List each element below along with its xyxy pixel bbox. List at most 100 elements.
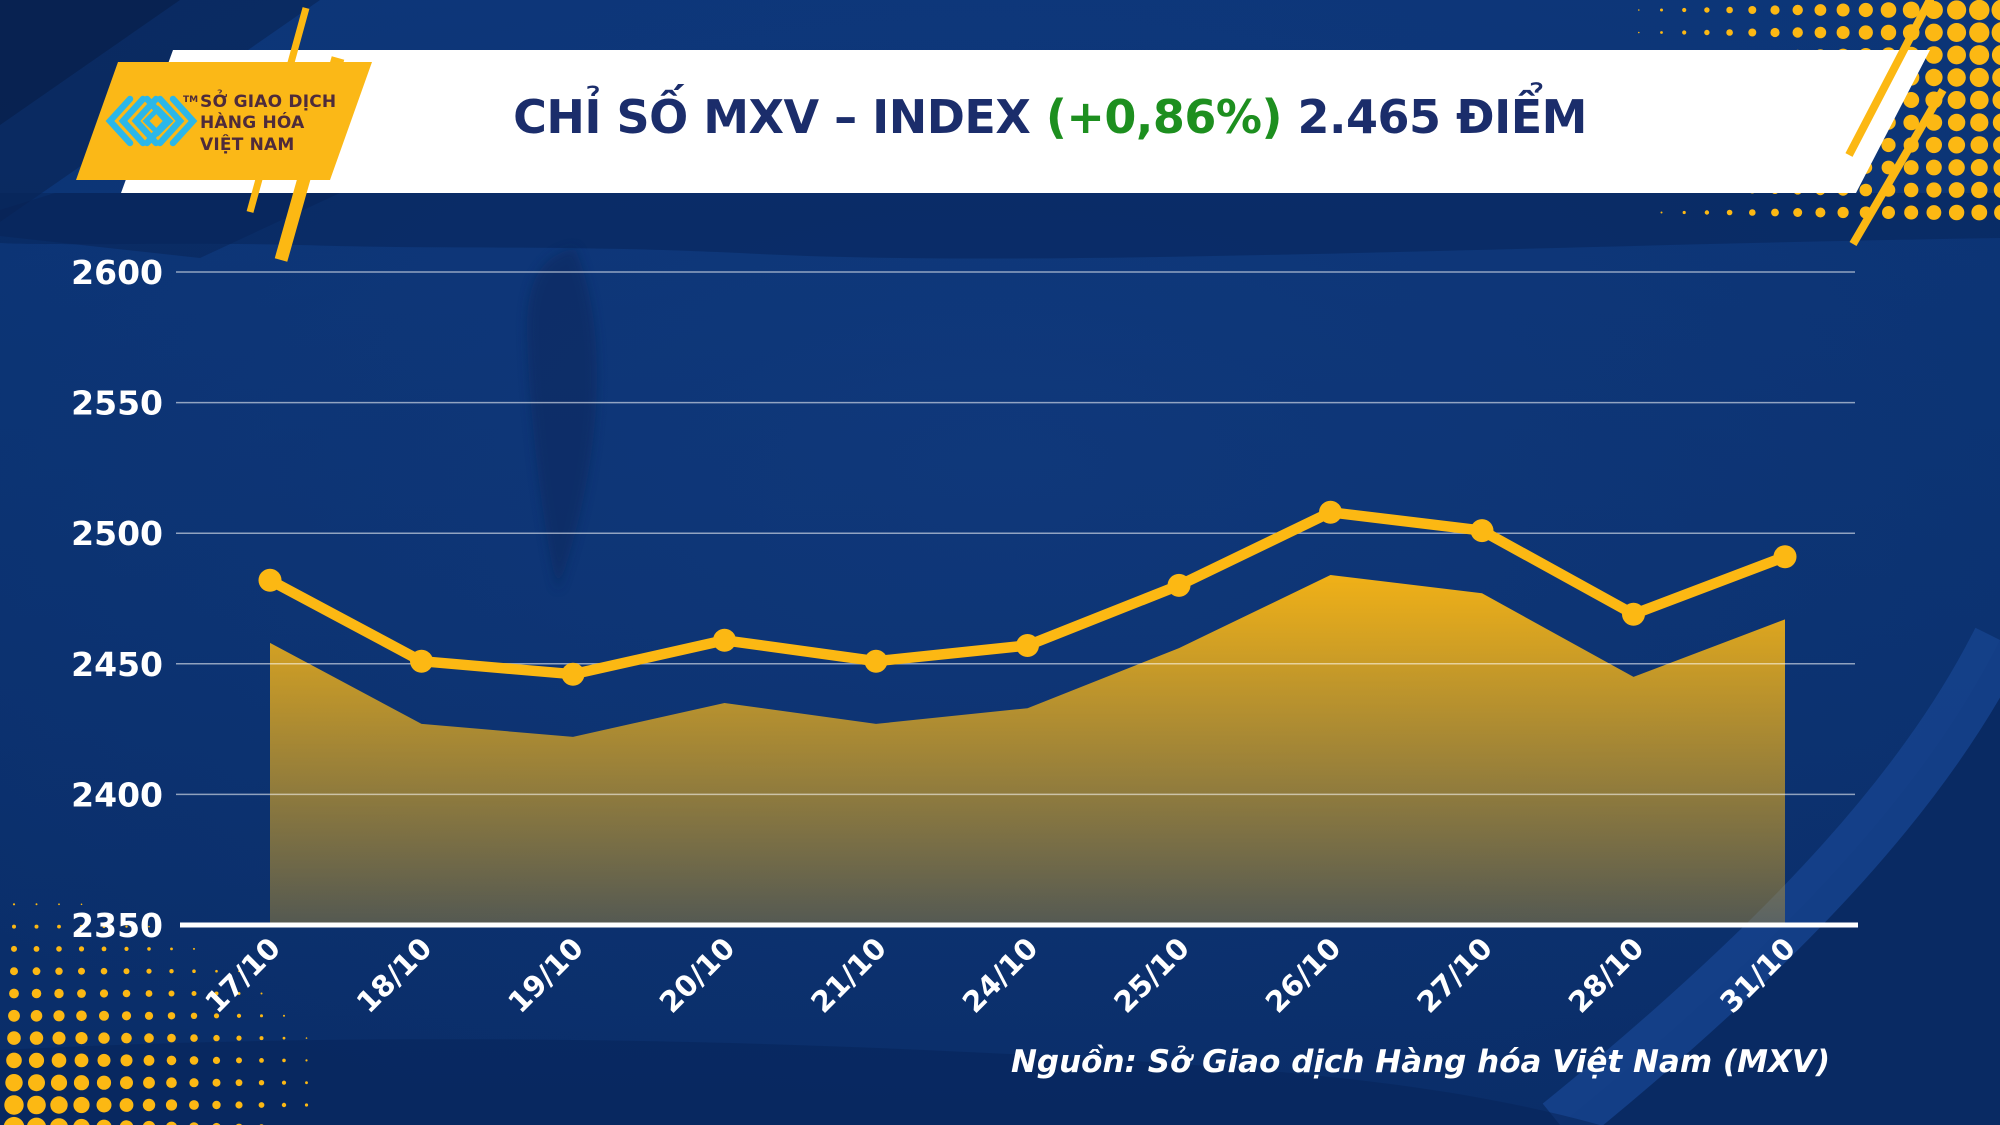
halftone-dot bbox=[79, 924, 84, 929]
halftone-dot bbox=[1770, 5, 1780, 15]
halftone-dots-bottom-left bbox=[3, 903, 309, 1125]
halftone-dot bbox=[1947, 68, 1966, 87]
halftone-dot bbox=[80, 903, 83, 906]
halftone-dot bbox=[1948, 159, 1965, 176]
halftone-dot bbox=[5, 1074, 23, 1092]
halftone-dot bbox=[96, 1097, 112, 1113]
halftone-dot bbox=[238, 970, 240, 973]
halftone-dot bbox=[1991, 45, 2000, 65]
halftone-dot bbox=[283, 1014, 285, 1017]
title-main: CHỈ SỐ MXV – INDEX bbox=[513, 90, 1046, 144]
halftone-dot bbox=[1903, 160, 1919, 175]
halftone-dot bbox=[7, 1031, 21, 1045]
halftone-dot bbox=[1882, 206, 1895, 219]
halftone-dot bbox=[9, 988, 19, 999]
halftone-dot bbox=[73, 1118, 90, 1125]
logo-line1: SỞ GIAO DỊCH bbox=[200, 92, 337, 112]
halftone-dot bbox=[1970, 159, 1988, 176]
halftone-dot bbox=[1947, 113, 1966, 132]
halftone-dot bbox=[78, 946, 85, 952]
halftone-dot bbox=[1925, 68, 1943, 87]
halftone-dot bbox=[96, 1075, 112, 1090]
halftone-dot bbox=[1992, 113, 2000, 132]
halftone-dot bbox=[258, 1080, 265, 1086]
halftone-dot bbox=[1993, 182, 2000, 198]
halftone-dot bbox=[1815, 207, 1826, 218]
halftone-dot bbox=[214, 991, 219, 996]
halftone-dot bbox=[34, 924, 39, 929]
halftone-dot bbox=[6, 1052, 22, 1069]
halftone-dot bbox=[119, 1098, 134, 1112]
halftone-dot bbox=[1880, 24, 1897, 41]
halftone-dot bbox=[189, 1122, 199, 1125]
halftone-dot bbox=[166, 1055, 177, 1066]
series-area-shadow bbox=[270, 575, 1785, 925]
bottom-right-light-swoosh bbox=[1542, 627, 2000, 1125]
halftone-dot bbox=[119, 1120, 134, 1125]
halftone-dot bbox=[1947, 91, 1966, 109]
halftone-dot bbox=[258, 1102, 265, 1108]
halftone-dot bbox=[143, 1055, 155, 1066]
halftone-dot bbox=[235, 1079, 243, 1087]
halftone-dot bbox=[215, 969, 218, 973]
halftone-dot bbox=[190, 1034, 198, 1042]
halftone-dot bbox=[1925, 46, 1943, 64]
halftone-dot bbox=[124, 946, 129, 952]
halftone-dot bbox=[147, 947, 151, 951]
halftone-dot bbox=[1970, 90, 1989, 110]
logo-text: SỞ GIAO DỊCH HÀNG HÓA VIỆT NAM bbox=[200, 92, 336, 156]
halftone-dot bbox=[1925, 23, 1943, 42]
halftone-dot bbox=[148, 925, 150, 928]
halftone-dot bbox=[1926, 159, 1942, 176]
halftone-dot bbox=[1969, 0, 1990, 21]
bottom-right-dark-wave bbox=[1560, 640, 2000, 1125]
halftone-dot bbox=[168, 990, 175, 997]
halftone-dot bbox=[78, 967, 85, 975]
y-tick-label: 2600 bbox=[71, 253, 163, 292]
halftone-dot bbox=[1682, 210, 1686, 215]
halftone-dot bbox=[123, 968, 130, 975]
halftone-dot bbox=[236, 1013, 242, 1018]
data-point-marker bbox=[410, 649, 433, 673]
halftone-dot bbox=[99, 989, 109, 998]
halftone-dot bbox=[122, 989, 131, 998]
top-left-dark-wedge-inner bbox=[0, 0, 180, 125]
halftone-dot bbox=[282, 1058, 286, 1063]
halftone-dot bbox=[1660, 31, 1663, 34]
halftone-dot bbox=[236, 1035, 242, 1041]
data-point-marker bbox=[258, 568, 282, 592]
halftone-dot bbox=[191, 991, 197, 996]
halftone-dot bbox=[101, 946, 107, 952]
halftone-dot bbox=[1926, 205, 1942, 220]
halftone-dot bbox=[75, 1032, 88, 1045]
halftone-dot bbox=[1770, 27, 1780, 38]
data-point-marker bbox=[1470, 519, 1494, 543]
halftone-dot bbox=[35, 903, 38, 906]
halftone-dot bbox=[260, 992, 263, 995]
halftone-dot bbox=[1970, 136, 1989, 154]
halftone-dot bbox=[305, 1081, 308, 1085]
halftone-dot bbox=[282, 1036, 286, 1040]
footer-dark-wave bbox=[0, 1039, 1600, 1125]
halftone-dot bbox=[58, 903, 60, 906]
halftone-dot bbox=[1993, 136, 2000, 154]
halftone-dot bbox=[166, 1121, 177, 1125]
y-tick-label: 2550 bbox=[71, 384, 163, 423]
source-note: Nguồn: Sở Giao dịch Hàng hóa Việt Nam (M… bbox=[1010, 1044, 1830, 1080]
halftone-dot bbox=[144, 1033, 154, 1043]
halftone-dot bbox=[281, 1102, 287, 1108]
title-banner bbox=[76, 0, 1947, 262]
halftone-dot bbox=[1904, 182, 1919, 198]
halftone-dot bbox=[189, 1100, 199, 1110]
logo-line2: HÀNG HÓA bbox=[200, 113, 305, 134]
data-point-marker bbox=[864, 649, 888, 673]
halftone-dot bbox=[1969, 22, 1990, 43]
halftone-dot bbox=[237, 992, 241, 995]
halftone-dot bbox=[212, 1056, 221, 1064]
halftone-dot bbox=[57, 924, 61, 929]
halftone-dot bbox=[143, 1120, 155, 1125]
halftone-dot bbox=[8, 1009, 20, 1022]
halftone-dot bbox=[1814, 4, 1827, 16]
halftone-dot bbox=[28, 1074, 45, 1092]
halftone-dot bbox=[55, 967, 63, 975]
